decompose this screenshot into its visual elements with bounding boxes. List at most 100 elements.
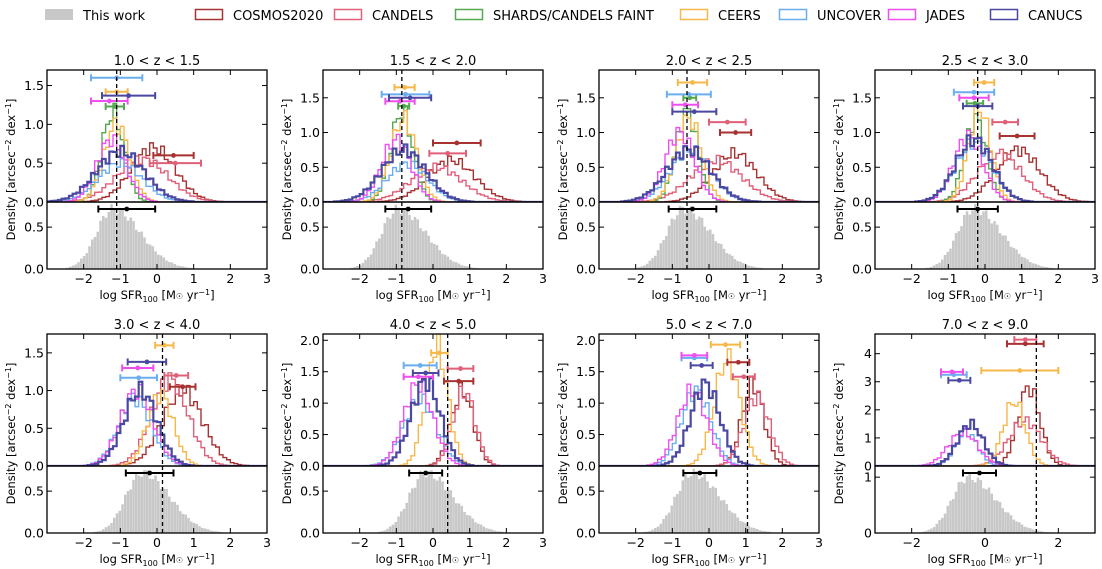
this-work-bar bbox=[391, 524, 395, 533]
this-work-bar bbox=[695, 471, 698, 533]
this-work-bar bbox=[441, 253, 444, 269]
this-work-bar bbox=[703, 474, 707, 533]
this-work-bar bbox=[722, 248, 726, 269]
this-work-bar bbox=[946, 251, 950, 269]
this-work-bar bbox=[96, 231, 100, 269]
y-tick-label: 0.5 bbox=[24, 421, 44, 436]
legend: This work COSMOS2020 CANDELS SHARDS/CANDELS… bbox=[45, 8, 1083, 24]
errorbar-marker bbox=[690, 206, 695, 212]
this-work-bar bbox=[678, 205, 682, 269]
y-tick-label: 1 bbox=[864, 470, 872, 485]
this-work-bar bbox=[965, 476, 969, 533]
histogram-jades bbox=[323, 133, 543, 202]
y-axis-label-part: ] bbox=[280, 363, 294, 368]
this-work-bar bbox=[162, 257, 166, 269]
y-axis-label-part: −1 bbox=[832, 367, 841, 379]
errorbar-marker bbox=[147, 470, 153, 476]
this-work-histogram bbox=[350, 204, 480, 269]
this-work-bar bbox=[435, 480, 439, 533]
this-work-bar bbox=[408, 214, 411, 269]
this-work-bar bbox=[405, 207, 409, 269]
this-work-bar bbox=[124, 494, 127, 533]
this-work-bar bbox=[1009, 515, 1013, 533]
this-work-bar bbox=[181, 513, 185, 533]
this-work-bar bbox=[720, 244, 723, 269]
this-work-bar bbox=[159, 489, 163, 533]
y-axis-label: Density [arcsec−2 dex−1] bbox=[556, 99, 570, 241]
this-work-bar bbox=[1034, 263, 1038, 269]
top-axes-frame bbox=[46, 69, 268, 203]
errorbar-marker bbox=[981, 80, 987, 85]
x-tick-label: 3 bbox=[263, 535, 271, 550]
this-work-bar bbox=[698, 216, 701, 269]
this-work-bar bbox=[1026, 527, 1029, 533]
survey-histograms bbox=[47, 102, 267, 202]
y-tick-label: 0.5 bbox=[576, 160, 596, 175]
this-work-bar bbox=[438, 250, 442, 269]
this-work-bar bbox=[1001, 508, 1005, 533]
y-axis-label-part: ] bbox=[4, 99, 18, 104]
this-work-bar bbox=[488, 528, 491, 533]
legend-swatch bbox=[989, 8, 1019, 21]
x-axis-label-part: log SFR bbox=[651, 288, 694, 302]
y-tick-label: 0.5 bbox=[576, 427, 596, 442]
x-axis-label-part: −1 bbox=[198, 552, 210, 561]
errorbar-marker bbox=[417, 363, 423, 368]
histogram-candels bbox=[47, 372, 267, 466]
x-axis-label-part: 100 bbox=[695, 295, 710, 304]
y-tick-label: 0.0 bbox=[852, 195, 872, 210]
legend-label: SHARDS/CANDELS FAINT bbox=[493, 9, 654, 24]
this-work-bar bbox=[115, 513, 119, 533]
this-work-bar bbox=[993, 500, 996, 533]
x-tick-label: 1 bbox=[742, 271, 750, 286]
x-axis-label-part: log SFR bbox=[375, 288, 418, 302]
this-work-bar bbox=[129, 217, 133, 269]
this-work-bar bbox=[684, 213, 687, 269]
legend-label: UNCOVER bbox=[817, 9, 881, 24]
x-tick-label: −2 bbox=[902, 535, 920, 550]
x-axis-label-part: −1 bbox=[474, 552, 486, 561]
errorbar-marker bbox=[971, 95, 977, 101]
this-work-bar bbox=[689, 476, 693, 533]
this-work-bar bbox=[135, 229, 138, 269]
y-tick-label: 0.0 bbox=[576, 459, 596, 474]
this-work-bar bbox=[687, 477, 690, 533]
x-axis-label-part: [M bbox=[710, 288, 728, 302]
this-work-bar bbox=[924, 531, 928, 533]
y-axis-label-part: Density [arcsec bbox=[556, 415, 570, 504]
errorbar-marker bbox=[106, 98, 112, 104]
x-axis-label-part: ☉ bbox=[452, 292, 459, 301]
this-work-bar bbox=[963, 215, 966, 269]
this-work-bar bbox=[110, 522, 113, 533]
this-work-bar bbox=[722, 500, 726, 533]
this-work-bar bbox=[930, 266, 933, 269]
this-work-bar bbox=[471, 267, 475, 269]
errorbar-marker bbox=[1014, 133, 1020, 139]
this-work-bar bbox=[411, 488, 414, 533]
x-axis-label-part: ☉ bbox=[728, 292, 735, 301]
histogram-canucs bbox=[875, 134, 1095, 202]
y-axis-label-part: −2 bbox=[280, 404, 289, 416]
errorbar-marker bbox=[402, 84, 407, 90]
this-work-bar bbox=[380, 531, 384, 533]
y-tick-label: 0.0 bbox=[300, 459, 320, 474]
y-tick-label: 0.0 bbox=[576, 526, 596, 541]
this-work-histogram bbox=[378, 470, 505, 533]
this-work-bar bbox=[449, 259, 453, 269]
y-tick-label: 0.0 bbox=[300, 262, 320, 277]
y-tick-label: 0.5 bbox=[300, 220, 320, 235]
this-work-bar bbox=[400, 213, 403, 269]
histogram-canucs bbox=[47, 144, 267, 202]
this-work-bar bbox=[214, 531, 218, 533]
y-axis-label-part: Density [arcsec bbox=[832, 151, 846, 240]
x-tick-label: 3 bbox=[1091, 271, 1099, 286]
x-tick-label: 0 bbox=[981, 271, 989, 286]
this-work-bar bbox=[761, 530, 764, 533]
this-work-bar bbox=[659, 243, 663, 269]
this-work-bar bbox=[148, 478, 152, 533]
histogram-ceers bbox=[323, 334, 543, 466]
this-work-bar bbox=[1001, 235, 1005, 269]
x-axis-label-part: yr bbox=[459, 552, 474, 566]
this-work-bar bbox=[640, 266, 643, 269]
histogram-canucs bbox=[323, 377, 543, 466]
